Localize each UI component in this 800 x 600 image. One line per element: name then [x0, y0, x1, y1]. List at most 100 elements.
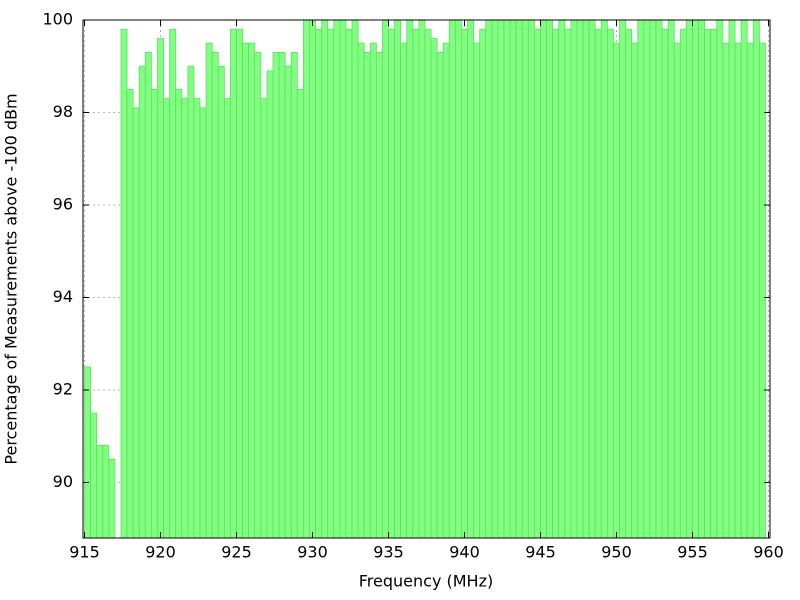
bar — [564, 28, 572, 538]
bar — [503, 20, 511, 538]
bar — [509, 20, 517, 538]
bar — [673, 42, 681, 538]
bar — [418, 20, 426, 538]
bar — [357, 42, 365, 538]
bar — [716, 20, 724, 538]
bar — [479, 28, 487, 538]
bar — [369, 42, 377, 538]
bar — [309, 20, 316, 538]
bar — [613, 42, 620, 538]
bar — [540, 20, 547, 538]
bar — [454, 20, 462, 538]
y-tick-label: 90 — [53, 472, 73, 491]
bar — [144, 51, 152, 538]
bar — [400, 42, 408, 538]
bar — [600, 20, 608, 538]
bar — [758, 42, 766, 538]
x-tick-label: 925 — [221, 543, 252, 562]
bar — [521, 20, 529, 538]
bar — [655, 20, 663, 538]
bar — [649, 20, 657, 538]
bar — [722, 42, 730, 538]
y-tick-label: 96 — [53, 195, 73, 214]
bar — [746, 42, 754, 538]
bar — [108, 458, 116, 538]
bar — [448, 20, 456, 538]
bar — [594, 28, 602, 538]
bar — [84, 366, 91, 538]
bar — [527, 20, 535, 538]
bar — [150, 88, 158, 538]
bar — [217, 65, 225, 538]
bar — [193, 98, 201, 538]
bar — [345, 28, 353, 538]
bar — [637, 20, 645, 538]
bar — [181, 98, 189, 538]
bar — [132, 107, 140, 538]
bar — [278, 51, 286, 538]
bar — [412, 28, 420, 538]
bar — [710, 28, 718, 538]
bar — [284, 65, 292, 538]
bar — [546, 20, 554, 538]
bar — [667, 20, 675, 538]
plot-frame — [82, 19, 771, 539]
bar — [236, 28, 243, 538]
bar — [582, 20, 590, 538]
bar — [692, 20, 699, 538]
y-tick-label: 92 — [53, 380, 73, 399]
y-tick-label: 98 — [53, 102, 73, 121]
bar — [120, 28, 128, 538]
bar — [631, 42, 639, 538]
bar — [467, 20, 475, 538]
bar — [327, 28, 335, 538]
bar — [199, 107, 207, 538]
bar — [351, 20, 359, 538]
bar — [497, 20, 505, 538]
bar — [126, 88, 134, 538]
bar — [394, 20, 402, 538]
y-tick-label: 94 — [53, 287, 73, 306]
bar — [205, 42, 213, 538]
bar — [339, 20, 347, 538]
bar — [570, 20, 578, 538]
bar — [436, 51, 444, 538]
bar — [211, 51, 219, 538]
bar — [230, 28, 237, 538]
x-tick-label: 915 — [69, 543, 100, 562]
bar — [606, 28, 614, 538]
bar — [430, 38, 438, 538]
bar — [296, 88, 304, 538]
bar — [272, 51, 280, 538]
bar — [375, 51, 383, 538]
bar — [223, 98, 231, 538]
bar — [491, 20, 499, 538]
x-axis-label: Frequency (MHz) — [359, 572, 493, 591]
bar — [558, 20, 566, 538]
bar — [163, 98, 171, 538]
bar — [619, 20, 627, 538]
bar — [290, 51, 298, 538]
bar — [740, 20, 748, 538]
bar — [728, 20, 736, 538]
x-tick-label: 960 — [753, 543, 784, 562]
y-axis-label: Percentage of Measurements above -100 dB… — [2, 93, 21, 464]
bar — [321, 20, 329, 538]
bar — [260, 98, 268, 538]
bar — [96, 445, 104, 538]
bar — [157, 38, 164, 538]
bar — [90, 412, 98, 538]
bar — [333, 20, 341, 538]
bar — [485, 20, 493, 538]
bar — [679, 28, 687, 538]
bar — [248, 42, 256, 538]
bar — [175, 88, 183, 538]
bar — [102, 445, 110, 538]
x-tick-label: 930 — [297, 543, 328, 562]
x-tick-label: 945 — [525, 543, 556, 562]
x-tick-label: 940 — [449, 543, 480, 562]
bar — [442, 42, 450, 538]
x-tick-label: 920 — [145, 543, 176, 562]
bar — [752, 20, 760, 538]
